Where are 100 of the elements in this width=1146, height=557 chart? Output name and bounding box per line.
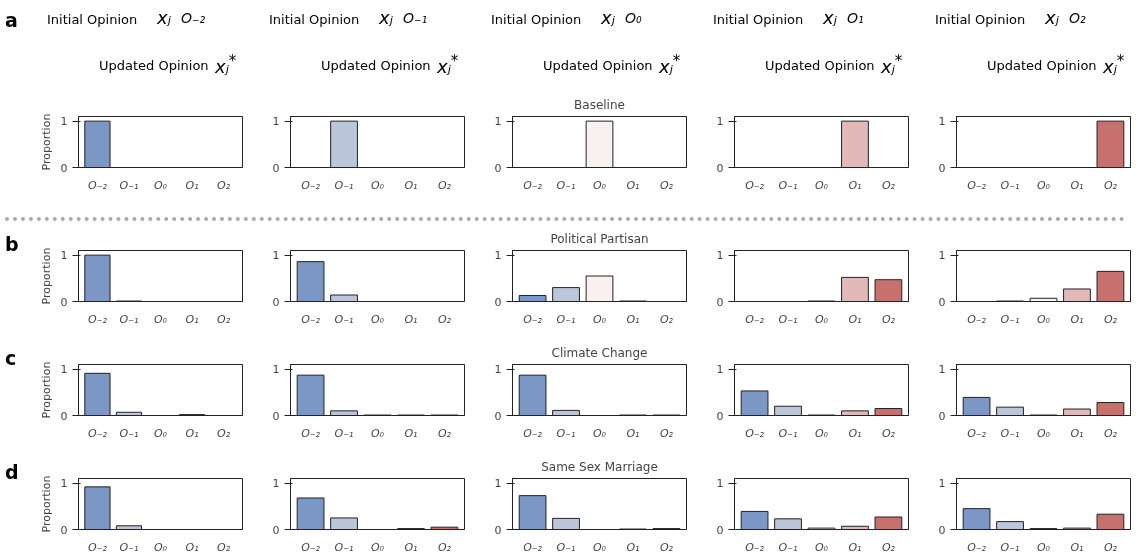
text: Updated Opinion — [765, 57, 875, 75]
y-tick-label: 0 — [272, 409, 280, 423]
text: xⱼ — [379, 6, 393, 30]
y-tick-label: 0 — [272, 295, 280, 309]
y-tick-label: 0 — [60, 295, 68, 309]
chart-title: Political Partisan — [550, 231, 649, 246]
x-tick-label: O₀ — [370, 178, 385, 192]
x-tick-label: O₋₁ — [1000, 178, 1020, 192]
y-tick-label: 1 — [716, 477, 724, 491]
x-tick-label: O₀ — [814, 540, 829, 554]
x-tick-label: O₋₁ — [778, 312, 798, 326]
x-tick-label: O₋₂ — [745, 312, 765, 326]
y-tick-label: 0 — [494, 523, 502, 537]
text: xⱼ — [157, 6, 171, 30]
x-tick-label: O₀ — [592, 312, 607, 326]
y-tick-label: 1 — [938, 115, 946, 129]
y-tick-label: 0 — [716, 523, 724, 537]
x-tick-label: O₋₁ — [334, 426, 354, 440]
x-tick-label: O₀ — [814, 312, 829, 326]
x-tick-label: O₁ — [185, 312, 199, 326]
text: Initial Opinion — [491, 11, 582, 29]
x-tick-label: O₋₁ — [334, 312, 354, 326]
x-tick-label: O₂ — [1103, 312, 1118, 326]
y-tick-label: 0 — [272, 161, 280, 175]
x-tick-label: O₋₂ — [523, 540, 543, 554]
x-tick-label: O₋₂ — [87, 178, 108, 192]
x-tick-label: O₋₂ — [301, 312, 321, 326]
y-tick-label: 0 — [60, 409, 68, 423]
x-tick-label: O₁ — [1070, 540, 1084, 554]
y-tick-label: 0 — [716, 409, 724, 423]
x-tick-label: O₁ — [185, 426, 199, 440]
x-tick-label: O₁ — [1070, 312, 1084, 326]
y-tick-label: 1 — [938, 363, 946, 377]
x-tick-label: O₂ — [437, 540, 452, 554]
text: xⱼ$^{*}$ — [1103, 51, 1125, 79]
x-tick-label: O₋₂ — [523, 426, 543, 440]
text: O₀ — [625, 9, 642, 28]
x-tick-label: O₋₁ — [778, 178, 798, 192]
y-tick-label: 0 — [60, 161, 68, 175]
y-tick-label: 1 — [272, 249, 280, 263]
x-tick-label: O₁ — [404, 312, 418, 326]
x-tick-label: O₂ — [217, 178, 231, 192]
x-tick-label: O₀ — [1036, 312, 1051, 326]
x-tick-label: O₂ — [437, 426, 452, 440]
text: a — [5, 8, 18, 33]
x-tick-label: O₁ — [626, 540, 640, 554]
x-tick-label: O₋₁ — [1000, 426, 1020, 440]
y-tick-label: 0 — [716, 295, 724, 309]
x-tick-label: O₀ — [153, 426, 168, 440]
text: Updated Opinion — [543, 57, 653, 75]
y-tick-label: 0 — [938, 295, 946, 309]
y-tick-label: 0 — [938, 523, 946, 537]
x-tick-label: O₁ — [185, 178, 199, 192]
x-tick-label: O₂ — [881, 178, 896, 192]
x-tick-label: O₁ — [848, 312, 862, 326]
x-tick-label: O₂ — [217, 312, 231, 326]
x-tick-label: O₀ — [592, 540, 607, 554]
text: Updated Opinion — [321, 57, 431, 75]
x-tick-label: O₂ — [437, 312, 452, 326]
x-tick-label: O₋₁ — [1000, 312, 1020, 326]
x-tick-label: O₋₁ — [119, 540, 139, 554]
y-tick-label: 1 — [494, 363, 502, 377]
text: xⱼ — [601, 6, 615, 30]
y-tick-label: 0 — [494, 295, 502, 309]
y-tick-label: 1 — [716, 363, 724, 377]
y-tick-label: 1 — [494, 477, 502, 491]
x-tick-label: O₋₂ — [967, 540, 987, 554]
x-tick-label: O₁ — [185, 540, 199, 554]
x-tick-label: O₁ — [848, 178, 862, 192]
x-tick-label: O₂ — [217, 540, 231, 554]
x-tick-label: O₂ — [1103, 426, 1118, 440]
x-tick-label: O₁ — [626, 178, 640, 192]
text: Updated Opinion — [99, 57, 209, 75]
text: xⱼ$^{*}$ — [215, 51, 237, 79]
text: O₁ — [847, 9, 864, 28]
text: Initial Opinion — [713, 11, 804, 29]
x-tick-label: O₁ — [404, 178, 418, 192]
x-tick-label: O₋₁ — [334, 540, 354, 554]
x-tick-label: O₁ — [404, 426, 418, 440]
x-tick-label: O₁ — [848, 540, 862, 554]
x-tick-label: O₋₂ — [87, 312, 108, 326]
x-tick-label: O₋₂ — [523, 312, 543, 326]
x-tick-label: O₋₂ — [301, 540, 321, 554]
y-axis-title: Proportion — [39, 475, 53, 533]
text: O₋₁ — [403, 9, 428, 28]
x-tick-label: O₂ — [437, 178, 452, 192]
x-tick-label: O₋₂ — [967, 426, 987, 440]
y-tick-label: 1 — [60, 115, 68, 129]
x-tick-label: O₁ — [626, 312, 640, 326]
x-tick-label: O₋₂ — [87, 426, 108, 440]
x-tick-label: O₂ — [881, 540, 896, 554]
y-tick-label: 1 — [60, 249, 68, 263]
y-axis-title: Proportion — [39, 361, 53, 419]
y-tick-label: 0 — [494, 409, 502, 423]
y-tick-label: 0 — [60, 523, 68, 537]
y-tick-label: 1 — [60, 477, 68, 491]
x-tick-label: O₋₂ — [301, 426, 321, 440]
x-tick-label: O₋₁ — [1000, 540, 1020, 554]
text: O₋₂ — [181, 9, 206, 28]
text: d — [5, 460, 19, 485]
